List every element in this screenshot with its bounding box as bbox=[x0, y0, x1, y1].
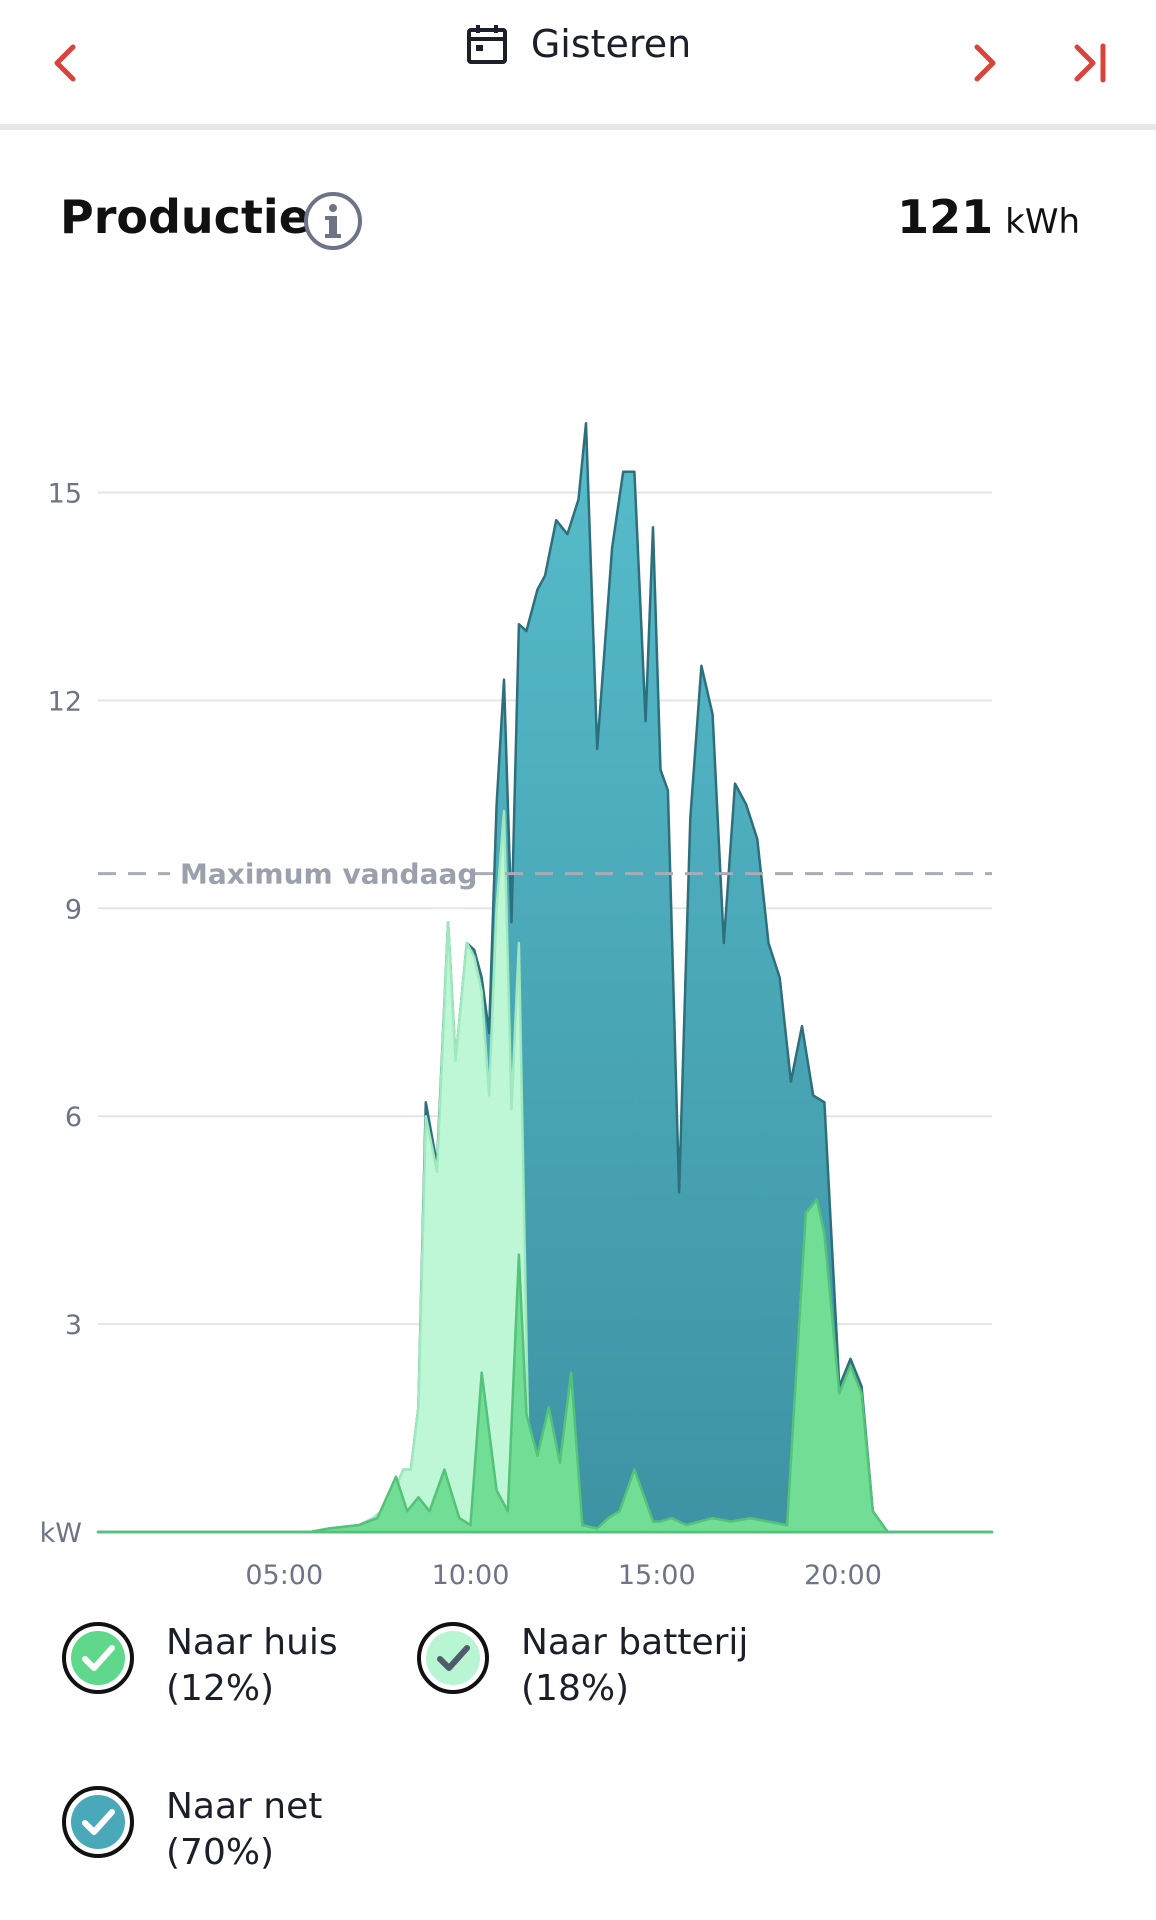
max-line-label: Maximum vandaag bbox=[180, 858, 477, 891]
date-label: Gisteren bbox=[530, 22, 692, 66]
x-tick-label: 15:00 bbox=[618, 1560, 696, 1591]
y-tick-label: 3 bbox=[65, 1310, 82, 1341]
date-selector[interactable]: Gisteren bbox=[0, 22, 1156, 66]
check-circle-icon bbox=[62, 1622, 134, 1694]
legend-percentage: (70%) bbox=[166, 1832, 275, 1873]
skip-to-end-icon bbox=[1074, 43, 1106, 83]
legend-item-battery[interactable]: Naar batterij (18%) bbox=[415, 1620, 748, 1712]
total-production: 121 kWh bbox=[897, 190, 1080, 244]
info-button[interactable] bbox=[302, 190, 364, 252]
next-day-button[interactable] bbox=[950, 28, 1020, 98]
page-title: Productie bbox=[60, 190, 310, 244]
series-area-battery bbox=[96, 810, 994, 1534]
y-tick-label: 12 bbox=[48, 686, 82, 717]
chart-areas bbox=[96, 421, 994, 1534]
legend-label: Naar batterij bbox=[521, 1622, 749, 1663]
x-tick-label: 10:00 bbox=[432, 1560, 510, 1591]
production-chart[interactable]: Maximum vandaag 3 6 9 12 15 kW 05:00 10:00 15:00… bbox=[0, 300, 1156, 1600]
chevron-right-icon bbox=[974, 44, 996, 82]
total-value: 121 bbox=[897, 190, 994, 244]
calendar-icon bbox=[466, 25, 507, 64]
check-circle-icon bbox=[62, 1786, 134, 1858]
legend-percentage: (18%) bbox=[521, 1668, 630, 1709]
legend-label: Naar net bbox=[166, 1786, 323, 1827]
chevron-left-icon bbox=[54, 44, 76, 82]
chart-legend: Naar huis (12%) Naar batterij (18%) Naar… bbox=[60, 1610, 1100, 1910]
legend-item-house[interactable]: Naar huis (12%) bbox=[60, 1620, 338, 1712]
header-divider bbox=[0, 124, 1156, 130]
check-circle-icon bbox=[417, 1622, 489, 1694]
previous-day-button[interactable] bbox=[30, 28, 100, 98]
legend-percentage: (12%) bbox=[166, 1668, 275, 1709]
max-line-group: Maximum vandaag bbox=[98, 858, 992, 891]
production-header: Productie 121 kWh bbox=[60, 190, 1080, 260]
legend-label: Naar huis bbox=[166, 1622, 338, 1663]
series-area-house bbox=[96, 1198, 994, 1534]
top-bar: Gisteren bbox=[0, 0, 1156, 130]
x-tick-label: 20:00 bbox=[804, 1560, 882, 1591]
x-tick-label: 05:00 bbox=[245, 1560, 323, 1591]
y-unit-label: kW bbox=[40, 1518, 82, 1549]
last-day-button[interactable] bbox=[1056, 28, 1126, 98]
series-area-grid bbox=[96, 421, 994, 1534]
y-tick-label: 6 bbox=[65, 1102, 82, 1133]
total-unit: kWh bbox=[1005, 202, 1080, 242]
y-tick-label: 9 bbox=[65, 894, 82, 925]
info-icon bbox=[304, 192, 362, 250]
y-tick-label: 15 bbox=[48, 479, 82, 510]
legend-item-grid[interactable]: Naar net (70%) bbox=[60, 1784, 322, 1876]
axis-labels: 3 6 9 12 15 kW 05:00 10:00 15:00 20:00 bbox=[40, 479, 882, 1592]
